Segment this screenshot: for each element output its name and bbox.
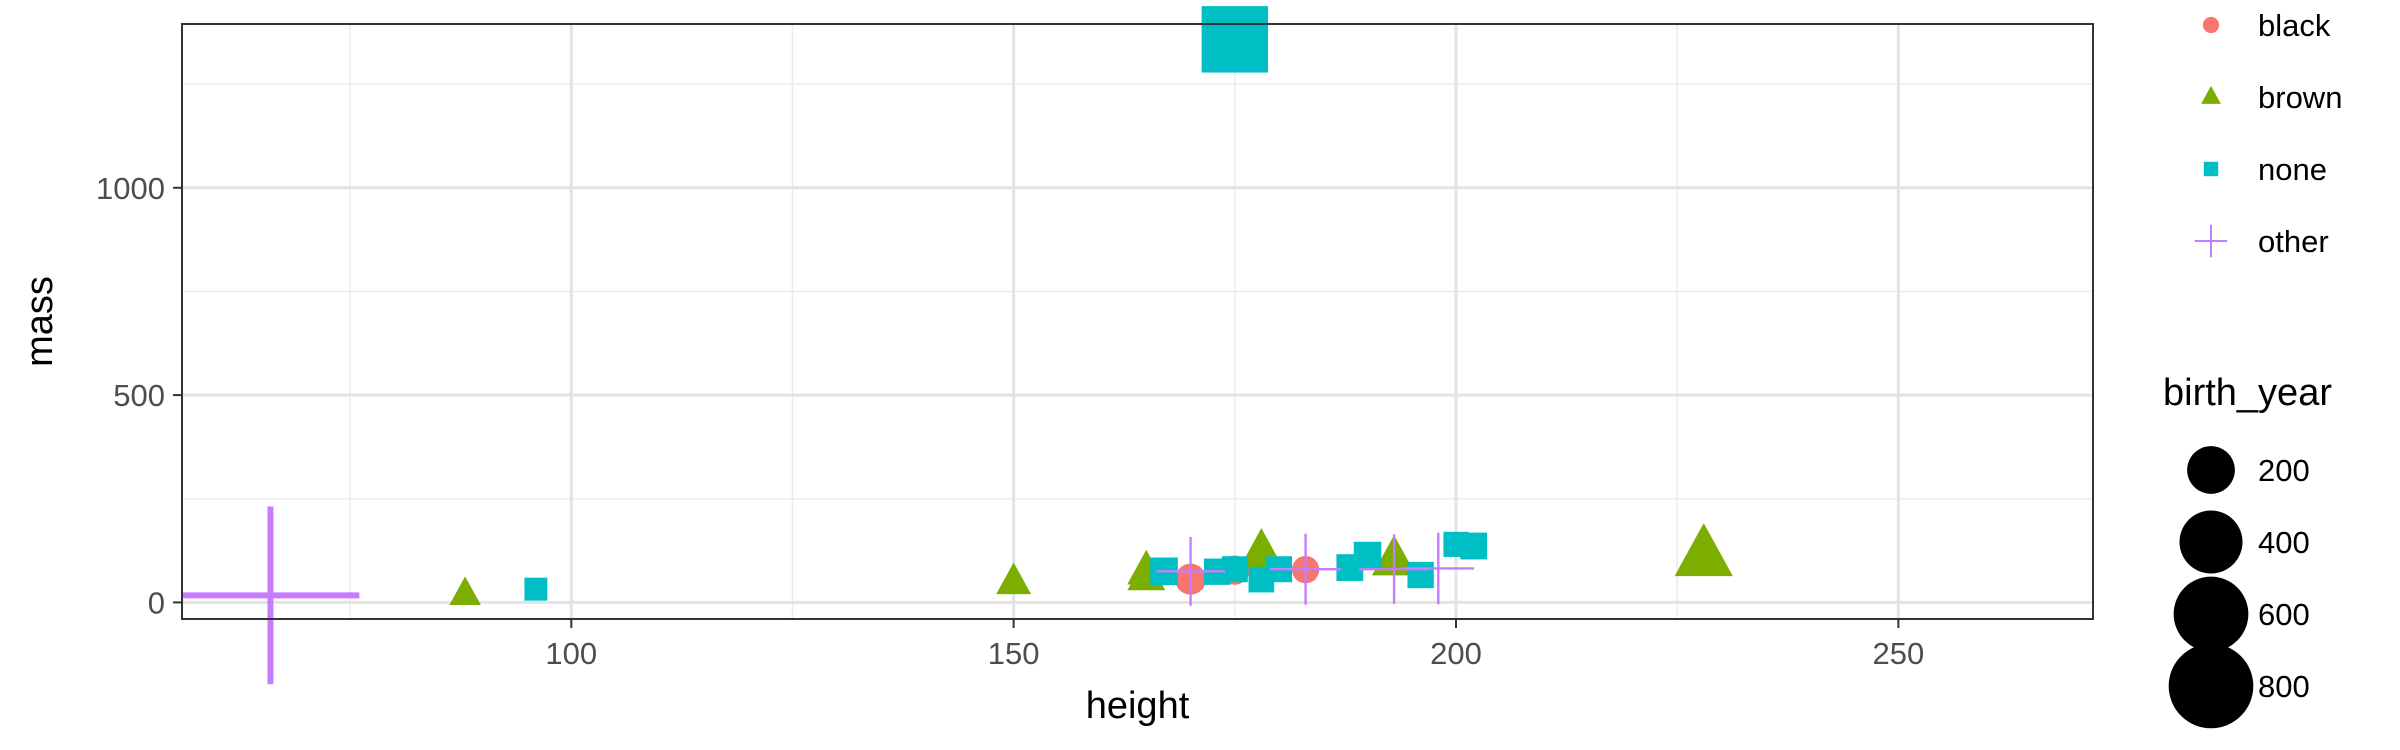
x-axis-label: height [1086,685,1190,727]
data-point-none [1221,556,1248,583]
legend-label-black: black [2258,8,2331,43]
data-point-brown [1674,523,1733,577]
axes: 100 150 200 250 0 500 1000 [96,171,1924,671]
legend-label-other: other [2258,224,2329,259]
size-legend-label: 800 [2258,669,2310,704]
data-point-brown [449,576,481,606]
y-tick-label: 0 [148,585,165,620]
data-point-none [1353,541,1382,570]
legend-size: birth_year 200 400 600 800 [2163,372,2332,729]
y-tick-label: 500 [113,378,165,413]
grid-lines [182,24,2093,619]
data-point-other [181,506,360,685]
size-legend-label: 400 [2258,525,2310,560]
x-tick-label: 150 [988,636,1040,671]
size-legend-key [2187,446,2235,494]
data-point-none [1407,561,1434,589]
plot-panel-border [181,23,2094,620]
legend-label-none: none [2258,152,2327,187]
legend-key-none [2203,161,2219,177]
legend-color: black brown none other [2194,8,2342,259]
data-point-other [1270,533,1342,605]
legend-key-black [2202,16,2220,34]
size-legend-label: 600 [2258,597,2310,632]
legend-key-other [2194,224,2228,258]
size-legend-key [2179,510,2243,574]
x-tick-label: 250 [1872,636,1924,671]
y-axis-label: mass [19,276,61,367]
data-point-other [1156,536,1226,606]
size-legend-title: birth_year [2163,372,2332,414]
data-point-none [524,577,548,601]
data-point-brown [996,562,1032,595]
size-legend-key [2173,576,2249,652]
x-tick-label: 200 [1430,636,1482,671]
data-point-other [1359,534,1429,605]
data-points [181,6,1733,685]
legend-label-brown: brown [2258,80,2342,115]
size-legend-label: 200 [2258,453,2310,488]
size-legend-key [2168,643,2254,729]
legend-key-brown [2201,85,2221,104]
data-point-none [1460,532,1488,560]
data-point-none [1201,6,1269,73]
x-tick-label: 100 [545,636,597,671]
y-tick-label: 1000 [96,171,165,206]
